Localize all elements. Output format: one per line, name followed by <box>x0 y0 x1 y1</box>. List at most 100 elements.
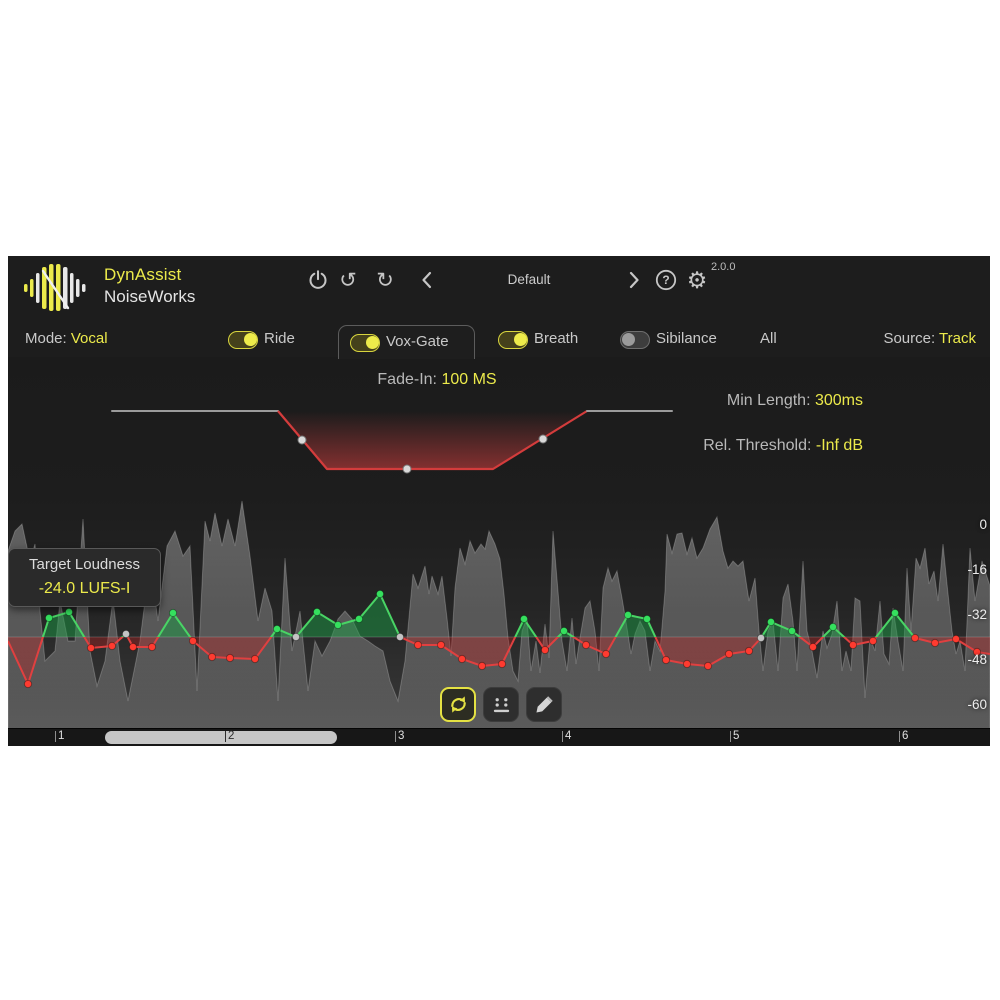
sibilance-label[interactable]: Sibilance <box>656 330 717 347</box>
svg-text:?: ? <box>662 273 669 287</box>
gain-node[interactable] <box>477 661 487 671</box>
fade-in-control: Fade-In: 100 MS <box>337 371 537 389</box>
gain-node[interactable] <box>601 649 611 659</box>
gain-node[interactable] <box>744 646 754 656</box>
gain-node[interactable] <box>457 654 467 664</box>
gain-node[interactable] <box>86 643 96 653</box>
chevron-right-icon <box>629 271 639 289</box>
gain-node[interactable] <box>559 626 569 636</box>
noise-floor-button[interactable] <box>483 687 519 722</box>
undo-button[interactable]: ↺ <box>335 267 361 293</box>
redo-button[interactable]: ↻ <box>372 267 398 293</box>
source-label: Source: <box>883 330 936 347</box>
db-scale-label: -16 <box>967 562 987 577</box>
ride-label[interactable]: Ride <box>264 330 295 347</box>
gain-node[interactable] <box>848 640 858 650</box>
refresh-analysis-button[interactable] <box>440 687 476 722</box>
source-value[interactable]: Track <box>939 330 976 347</box>
gain-node[interactable] <box>188 636 198 646</box>
gain-node[interactable] <box>910 633 920 643</box>
tab-vox-gate[interactable]: Vox-Gate <box>338 325 475 359</box>
rel-threshold-value[interactable]: -Inf dB <box>815 437 863 454</box>
gain-node[interactable] <box>766 617 776 627</box>
gain-node[interactable] <box>312 607 322 617</box>
all-button[interactable]: All <box>760 330 777 347</box>
gain-node[interactable] <box>540 645 550 655</box>
gain-node[interactable] <box>623 610 633 620</box>
gain-node[interactable] <box>756 633 766 643</box>
waveform-silhouette <box>8 500 990 730</box>
db-scale-label: 0 <box>979 517 987 532</box>
gain-node[interactable] <box>375 589 385 599</box>
gain-node[interactable] <box>828 622 838 632</box>
gain-node[interactable] <box>890 608 900 618</box>
envelope-handle[interactable] <box>538 434 548 444</box>
chart-toolbar <box>440 687 562 722</box>
version-label: 2.0.0 <box>711 261 736 273</box>
gain-node[interactable] <box>168 608 178 618</box>
gain-node[interactable] <box>395 632 405 642</box>
source-selector[interactable]: Source: Track <box>883 321 976 356</box>
preset-prev-button[interactable] <box>413 267 439 293</box>
gate-and-waveform-chart[interactable] <box>8 256 990 746</box>
gain-node[interactable] <box>703 661 713 671</box>
mode-label: Mode: Vocal <box>25 321 108 356</box>
gain-node[interactable] <box>787 626 797 636</box>
breath-label[interactable]: Breath <box>534 330 579 347</box>
tick-mark <box>225 731 226 742</box>
vox-gate-toggle[interactable] <box>350 334 380 352</box>
gain-node[interactable] <box>64 607 74 617</box>
timeline-scrollbar[interactable] <box>105 731 337 744</box>
target-loudness-tooltip: Target Loudness -24.0 LUFS-I <box>8 548 161 607</box>
gain-node[interactable] <box>147 642 157 652</box>
gain-node[interactable] <box>951 634 961 644</box>
app-subtitle: NoiseWorks <box>104 287 196 306</box>
ride-toggle[interactable] <box>228 331 258 349</box>
envelope-handle[interactable] <box>297 435 307 445</box>
timeline-ruler[interactable]: 1 2 3 4 5 6 <box>8 728 990 746</box>
gain-node[interactable] <box>44 613 54 623</box>
min-length-value[interactable]: 300ms <box>814 392 863 409</box>
power-button[interactable] <box>305 267 331 293</box>
gain-node[interactable] <box>413 640 423 650</box>
help-icon: ? <box>655 269 677 291</box>
breath-toggle[interactable] <box>498 331 528 349</box>
gain-node[interactable] <box>808 642 818 652</box>
gain-node[interactable] <box>972 647 982 657</box>
app-logo-icon <box>24 264 86 311</box>
gain-node[interactable] <box>225 653 235 663</box>
gain-node[interactable] <box>207 652 217 662</box>
settings-button[interactable]: ⚙ <box>684 267 710 293</box>
gain-node[interactable] <box>291 632 301 642</box>
gain-node[interactable] <box>128 642 138 652</box>
refresh-icon <box>450 696 466 713</box>
mode-value[interactable]: Vocal <box>70 330 108 347</box>
gain-node[interactable] <box>333 620 343 630</box>
help-button[interactable]: ? <box>653 267 679 293</box>
fade-in-value[interactable]: 100 MS <box>441 371 497 388</box>
gain-node[interactable] <box>519 614 529 624</box>
preset-next-button[interactable] <box>621 267 647 293</box>
gain-node[interactable] <box>682 659 692 669</box>
gain-node[interactable] <box>107 641 117 651</box>
envelope-handle[interactable] <box>402 464 412 474</box>
sibilance-toggle[interactable] <box>620 331 650 349</box>
gain-node[interactable] <box>642 614 652 624</box>
gain-node[interactable] <box>354 614 364 624</box>
gain-node[interactable] <box>724 649 734 659</box>
gain-node[interactable] <box>121 629 131 639</box>
gain-node[interactable] <box>581 640 591 650</box>
tick-mark <box>55 731 56 742</box>
edit-button[interactable] <box>526 687 562 722</box>
gain-node[interactable] <box>930 638 940 648</box>
preset-name[interactable]: Default <box>507 272 551 287</box>
redo-icon: ↻ <box>376 268 394 292</box>
gain-node[interactable] <box>272 624 282 634</box>
gain-node[interactable] <box>23 679 33 689</box>
gain-node[interactable] <box>250 654 260 664</box>
tooltip-value: -24.0 LUFS-I <box>38 580 131 597</box>
gain-node[interactable] <box>868 636 878 646</box>
gain-node[interactable] <box>661 655 671 665</box>
gain-node[interactable] <box>497 659 507 669</box>
gain-node[interactable] <box>436 640 446 650</box>
